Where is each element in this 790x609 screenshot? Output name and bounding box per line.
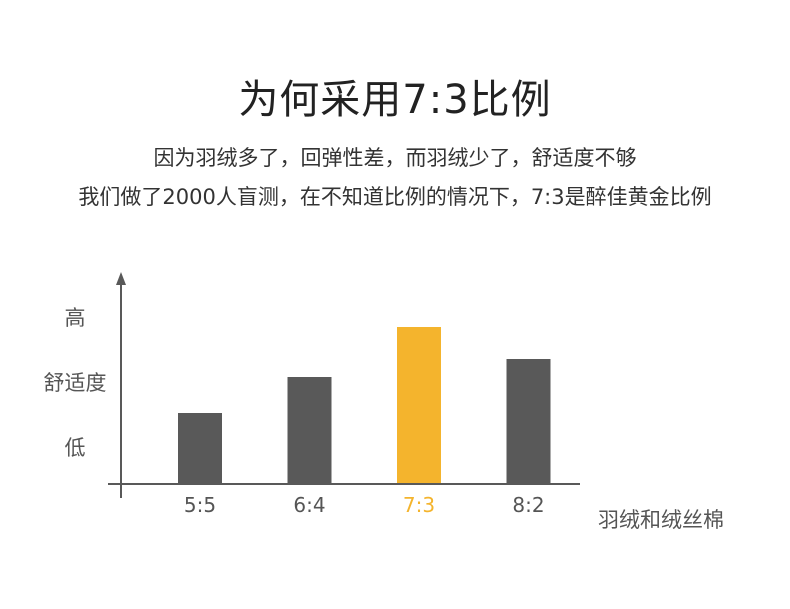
x-tick-label-6-4: 6:4 xyxy=(293,493,325,517)
bars-group xyxy=(178,327,551,483)
x-tick-label-5-5: 5:5 xyxy=(184,493,216,517)
x-tick-labels-group: 5:5 6:4 7:3 8:2 xyxy=(184,493,545,517)
x-tick-label-7-3: 7:3 xyxy=(403,493,435,517)
y-axis-label: 舒适度 xyxy=(44,371,107,395)
y-tick-label-low: 低 xyxy=(65,436,86,460)
y-axis-arrow xyxy=(116,272,126,285)
x-tick-label-8-2: 8:2 xyxy=(512,493,544,517)
bar-8-2 xyxy=(506,359,551,483)
page-title: 为何采用7:3比例 xyxy=(238,77,552,123)
subtitle-line-2: 我们做了2000人盲测，在不知道比例的情况下，7:3是醉佳黄金比例 xyxy=(78,185,712,209)
bar-5-5 xyxy=(178,413,222,483)
x-axis-label: 羽绒和绒丝棉 xyxy=(598,508,724,532)
bar-6-4 xyxy=(287,377,332,483)
y-tick-label-high: 高 xyxy=(65,306,86,330)
bar-7-3 xyxy=(397,327,441,483)
subtitle-line-1: 因为羽绒多了，回弹性差，而羽绒少了，舒适度不够 xyxy=(153,146,637,170)
